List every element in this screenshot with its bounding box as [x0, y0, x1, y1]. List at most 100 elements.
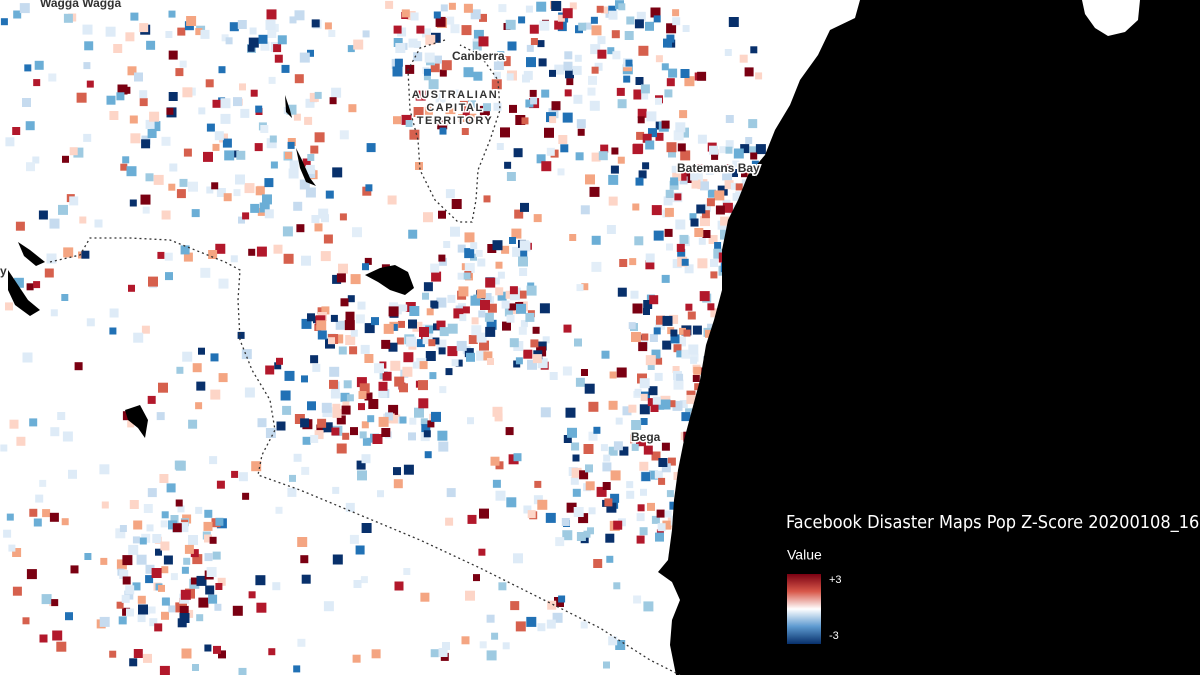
- cell: [293, 201, 303, 211]
- cell: [728, 17, 739, 27]
- cell: [639, 527, 648, 536]
- cell: [661, 120, 670, 129]
- cell: [606, 502, 617, 513]
- cell: [423, 212, 433, 223]
- cell: [137, 614, 146, 623]
- cell: [353, 39, 364, 50]
- cell: [343, 380, 352, 389]
- cell: [220, 113, 231, 124]
- cell: [390, 323, 398, 331]
- cell: [425, 351, 436, 361]
- cell: [504, 308, 513, 317]
- cell: [593, 559, 603, 568]
- legend-ramp: [787, 574, 821, 644]
- cell: [139, 23, 149, 33]
- cell: [328, 30, 336, 37]
- cell: [42, 509, 51, 518]
- cell: [136, 554, 147, 565]
- cell: [455, 89, 463, 97]
- cell: [573, 507, 584, 517]
- cell: [192, 664, 199, 671]
- cell: [666, 142, 677, 153]
- cell: [61, 294, 69, 301]
- cell: [487, 244, 497, 253]
- cell: [497, 271, 505, 279]
- population-cells: [0, 0, 790, 675]
- cell: [310, 145, 319, 154]
- cell: [182, 351, 193, 362]
- cell: [318, 208, 329, 219]
- cell: [574, 338, 582, 347]
- cell: [707, 303, 715, 311]
- cell: [179, 178, 188, 187]
- cell: [445, 368, 453, 376]
- cell: [578, 22, 587, 31]
- cell: [529, 89, 537, 97]
- cell: [453, 308, 464, 319]
- cell: [608, 5, 617, 14]
- cell: [232, 605, 243, 616]
- cell: [456, 340, 467, 351]
- cell: [666, 78, 675, 87]
- cell: [322, 422, 333, 433]
- cell: [679, 400, 688, 408]
- cell: [575, 377, 585, 387]
- cell: [176, 189, 186, 199]
- cell: [645, 355, 656, 366]
- cell: [626, 481, 634, 489]
- cell: [424, 52, 435, 63]
- cell: [288, 168, 299, 179]
- cell: [622, 406, 632, 416]
- cell: [616, 367, 627, 378]
- cell: [393, 38, 403, 47]
- cell: [255, 105, 263, 113]
- cell: [437, 119, 448, 130]
- cell: [572, 488, 581, 497]
- cell: [671, 165, 679, 173]
- cell: [724, 49, 732, 56]
- cell: [438, 441, 449, 452]
- cell: [424, 68, 431, 76]
- island: [1082, 0, 1140, 36]
- cell: [610, 493, 620, 503]
- cell: [83, 133, 92, 142]
- cell: [541, 89, 550, 98]
- cell: [398, 320, 405, 328]
- cell: [117, 84, 128, 95]
- cell: [130, 12, 139, 21]
- cell: [109, 308, 119, 318]
- cell: [276, 357, 283, 365]
- cell: [643, 308, 650, 315]
- cell: [179, 60, 187, 68]
- cell: [129, 658, 138, 667]
- cell: [262, 194, 272, 205]
- cell: [636, 131, 645, 140]
- cell: [740, 144, 750, 154]
- cell: [267, 29, 277, 38]
- cell: [502, 642, 510, 650]
- cell: [311, 215, 320, 223]
- cell: [382, 371, 392, 381]
- cell: [596, 486, 607, 497]
- cell: [62, 155, 69, 163]
- cell: [22, 98, 31, 107]
- cell: [336, 273, 346, 283]
- cell: [669, 314, 679, 324]
- cell: [212, 551, 221, 560]
- cell: [570, 476, 579, 485]
- cell: [505, 427, 514, 436]
- cell: [565, 407, 576, 418]
- cell: [493, 102, 502, 111]
- cell: [180, 245, 190, 255]
- cell: [720, 216, 730, 226]
- cell: [673, 130, 684, 141]
- cell: [569, 2, 577, 10]
- cell: [39, 479, 47, 487]
- cell: [378, 381, 388, 391]
- cell: [57, 412, 66, 420]
- cell: [677, 248, 686, 257]
- cell: [26, 162, 35, 172]
- cell: [674, 193, 682, 201]
- cell: [145, 173, 154, 182]
- cell: [705, 166, 714, 175]
